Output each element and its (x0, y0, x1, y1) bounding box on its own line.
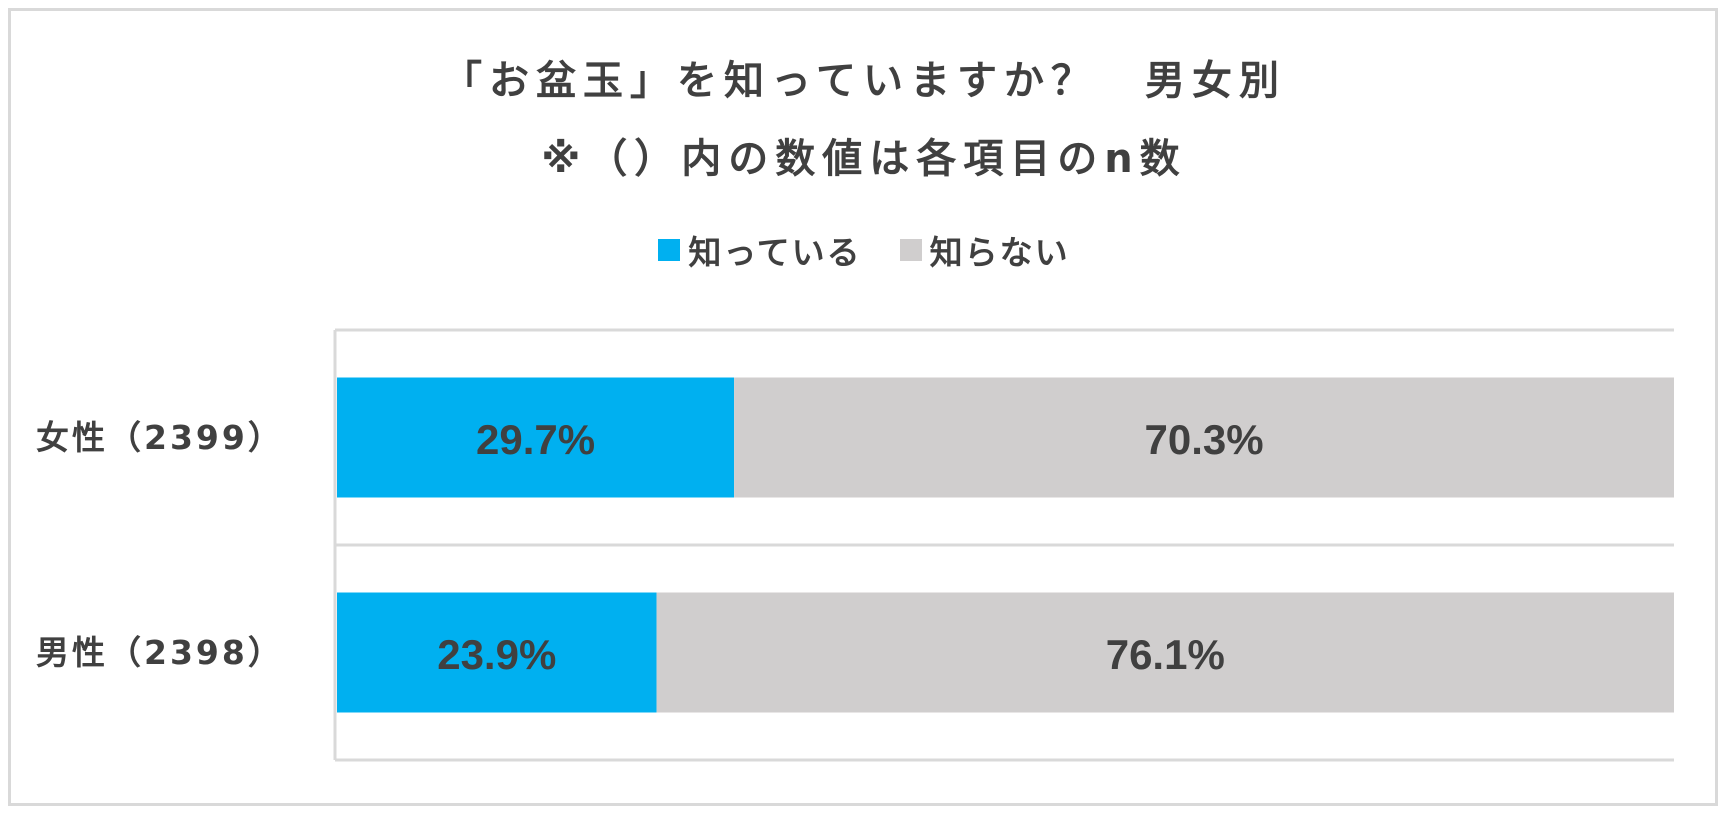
legend-label-known: 知っている (688, 233, 862, 272)
category-label: 男性（2398） (36, 633, 284, 672)
chart-subtitle: ※（）内の数値は各項目のn数 (541, 136, 1187, 182)
bar-segment-unknown (734, 377, 1674, 498)
legend-item-unknown: 知らない (899, 226, 1070, 274)
legend-label-unknown: 知らない (929, 233, 1070, 272)
category-label: 女性（2399） (36, 418, 284, 457)
bar-segment-known (337, 592, 657, 713)
chart-title: 「お盆玉」を知っていますか？ 男女別 (442, 58, 1286, 104)
data-label: 76.1% (1106, 631, 1225, 678)
legend-swatch-unknown (899, 239, 922, 261)
data-label: 70.3% (1144, 416, 1263, 463)
data-label: 29.7% (476, 416, 595, 463)
legend-item-known: 知っている (658, 226, 861, 274)
chart-legend: 知っている 知らない (0, 226, 1728, 274)
legend-swatch-known (658, 239, 681, 261)
bar-segment-known (337, 377, 735, 498)
data-label: 23.9% (437, 631, 556, 678)
bar-segment-unknown (656, 592, 1674, 713)
